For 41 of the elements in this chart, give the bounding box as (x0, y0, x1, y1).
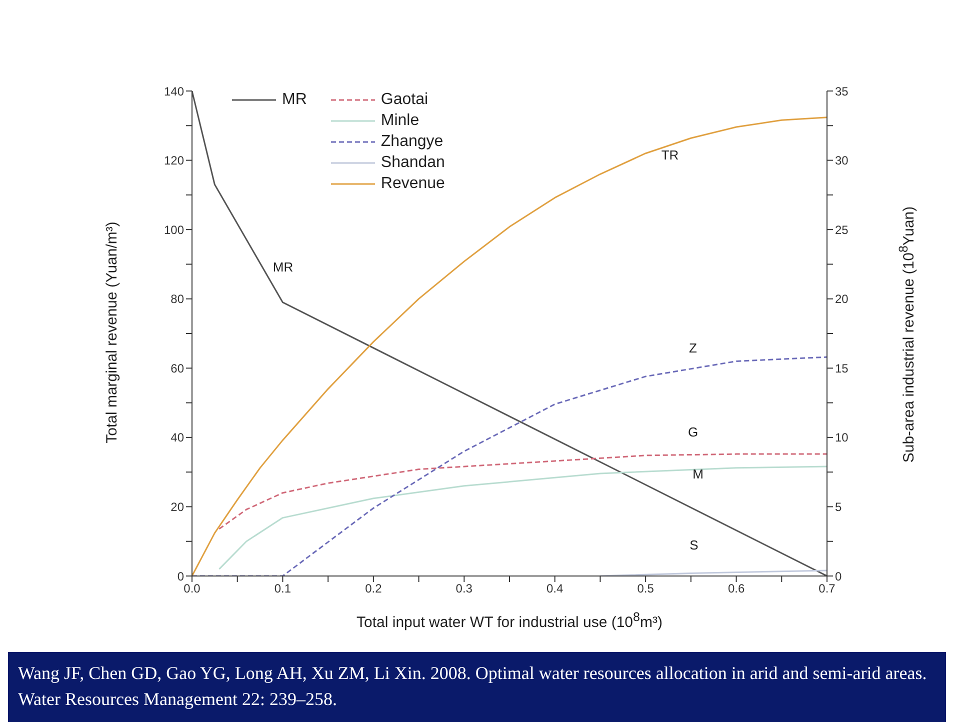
y-tick-label: 0 (177, 569, 184, 584)
legend-label: Shandan (380, 154, 445, 172)
line-series (218, 453, 827, 530)
x-tick-label: 0.5 (637, 582, 654, 596)
y2-tick-label: 15 (835, 361, 849, 376)
annotation: M (692, 466, 704, 482)
y2-tick-label: 5 (835, 500, 842, 514)
x-tick-label: 0.3 (456, 582, 473, 596)
annotation: TR (661, 148, 679, 162)
x-tick-label: 0.1 (274, 582, 292, 596)
y-axis-title: Total marginal revenue (Yuan/m³) (104, 220, 120, 445)
annotation: MR (272, 260, 294, 274)
x-tick-label: 0.0 (184, 582, 201, 596)
x-tick-label: 0.2 (365, 582, 382, 596)
annotation: S (690, 538, 698, 552)
legend-label: Zhangye (380, 133, 444, 151)
y-tick-label: 40 (170, 430, 184, 445)
legend-label: Revenue (380, 175, 445, 193)
y2-tick-label: 0 (835, 569, 842, 584)
legend-label: Gaotai (380, 91, 428, 109)
legend-label: MR (282, 91, 307, 109)
y2-tick-label: 25 (835, 222, 849, 237)
legend-label: Minle (380, 112, 420, 130)
y-tick-label: 60 (170, 361, 184, 376)
y2-tick-label: 35 (835, 84, 849, 98)
line-series (218, 466, 827, 570)
y-tick-label: 80 (170, 292, 184, 306)
y2-tick-label: 30 (835, 154, 849, 168)
y2-tick-label: 20 (835, 292, 849, 306)
x-tick-label: 0.7 (818, 582, 836, 596)
y-tick-label: 20 (170, 500, 184, 514)
x-axis-title: Total input water WT for industrial use (10$^{8}$m³) (356, 610, 664, 631)
y2-tick-label: 10 (835, 430, 849, 445)
x-tick-label: 0.6 (728, 582, 745, 596)
x-tick-label: 0.4 (546, 582, 564, 596)
text: Wang JF, Chen GD, Gao YG, Long AH, Xu ZM, Li Xin. 2008. Optimal water resources allocation in arid and semi-arid areas. Water Resources Management 22: 239–258. (18, 662, 928, 711)
annotation: Z (689, 340, 697, 356)
y-tick-label: 120 (164, 154, 184, 168)
annotation: G (688, 424, 698, 440)
y-tick-label: 140 (164, 84, 184, 98)
y-tick-label: 100 (164, 222, 184, 237)
